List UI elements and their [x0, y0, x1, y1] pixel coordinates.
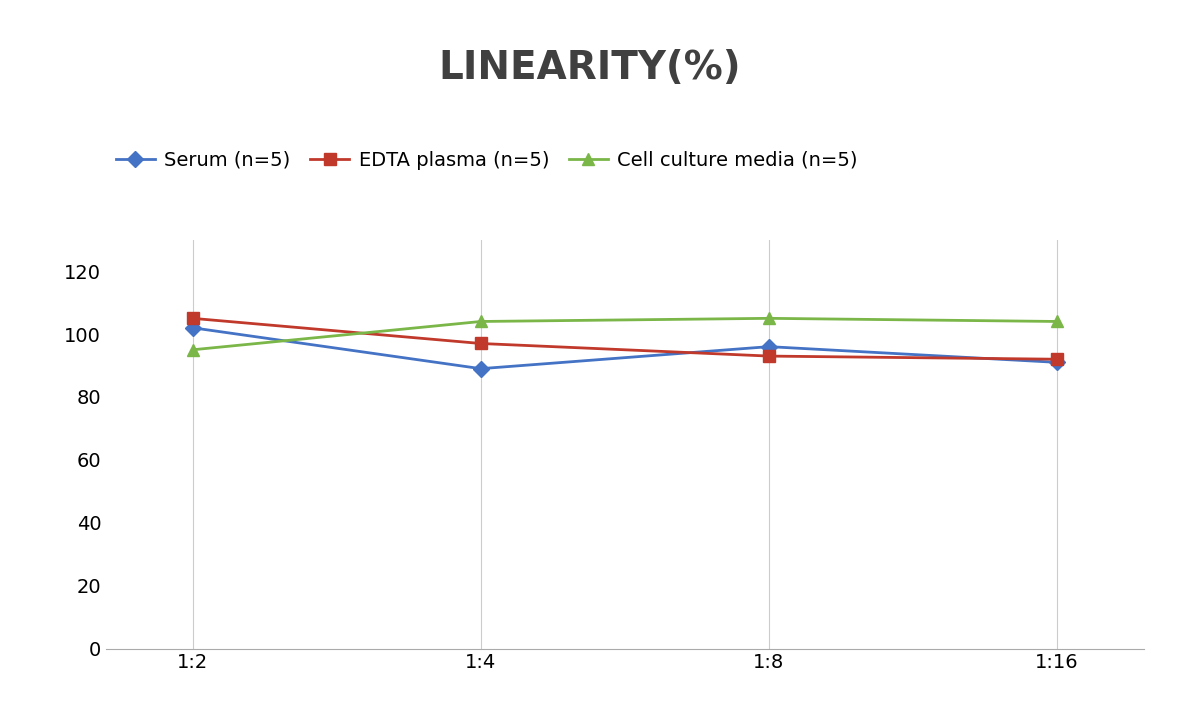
Serum (n=5) — [474, 364, 488, 373]
Text: LINEARITY(%): LINEARITY(%) — [439, 49, 740, 87]
Cell culture media (n=5) — [185, 345, 199, 354]
Line: Serum (n=5): Serum (n=5) — [187, 322, 1062, 374]
Legend: Serum (n=5), EDTA plasma (n=5), Cell culture media (n=5): Serum (n=5), EDTA plasma (n=5), Cell cul… — [116, 151, 858, 170]
Line: EDTA plasma (n=5): EDTA plasma (n=5) — [187, 313, 1062, 364]
EDTA plasma (n=5) — [185, 314, 199, 323]
Serum (n=5) — [185, 324, 199, 332]
Serum (n=5) — [1050, 358, 1065, 367]
Serum (n=5) — [762, 343, 776, 351]
EDTA plasma (n=5) — [1050, 355, 1065, 364]
Cell culture media (n=5) — [474, 317, 488, 326]
EDTA plasma (n=5) — [474, 339, 488, 348]
Cell culture media (n=5) — [762, 314, 776, 323]
EDTA plasma (n=5) — [762, 352, 776, 360]
Cell culture media (n=5) — [1050, 317, 1065, 326]
Line: Cell culture media (n=5): Cell culture media (n=5) — [187, 313, 1062, 355]
